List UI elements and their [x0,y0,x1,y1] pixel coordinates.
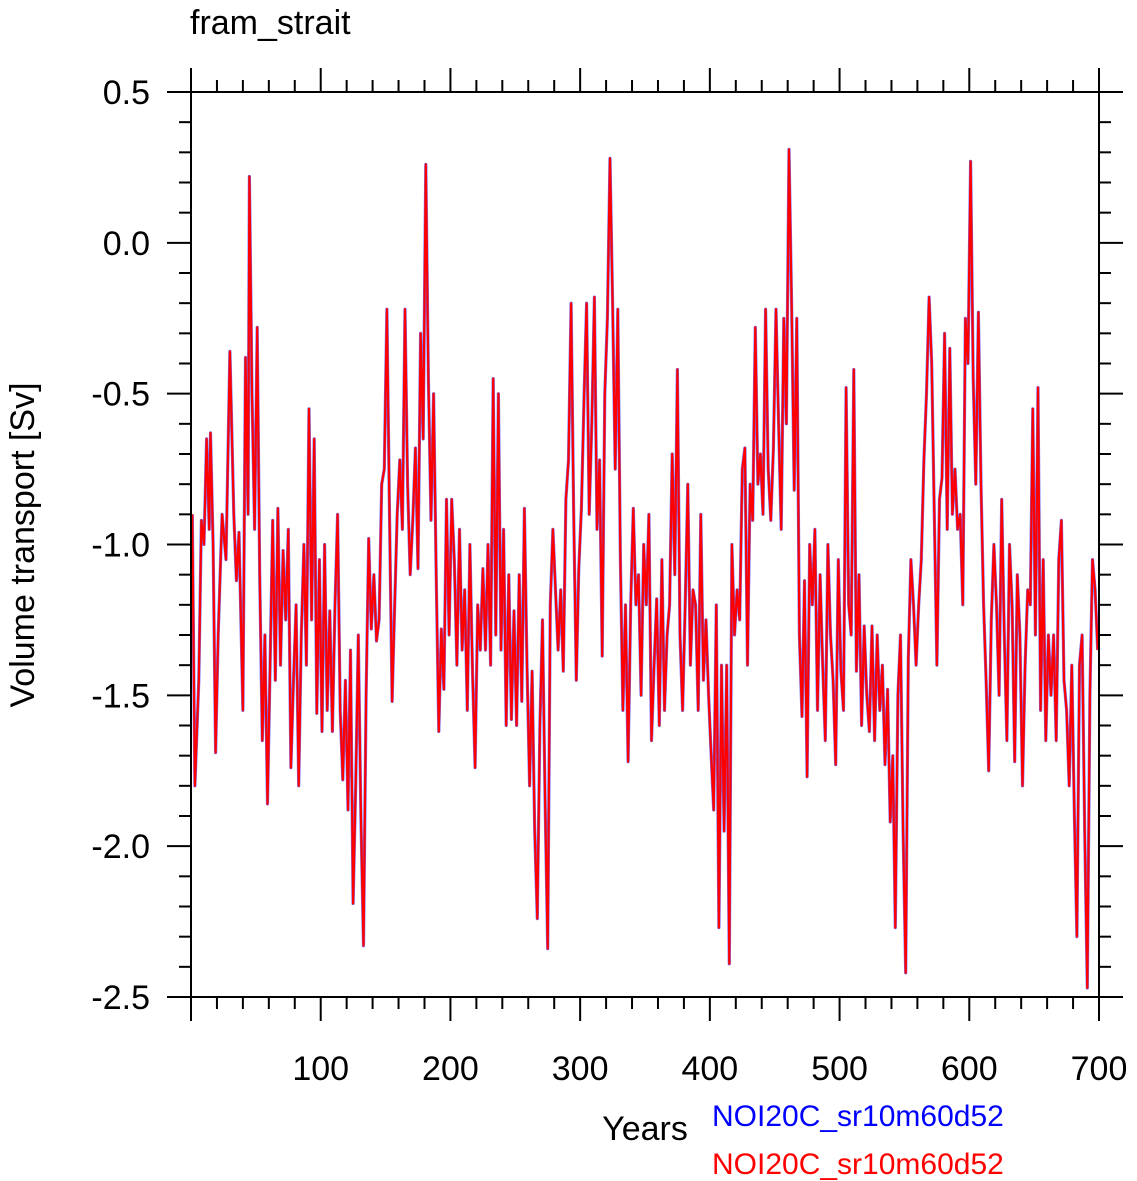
x-tick-label: 200 [422,1050,479,1088]
x-tick-label: 600 [941,1050,998,1088]
x-tick-label: 700 [1071,1050,1128,1088]
legend-entry-blue: NOI20C_sr10m60d52 [712,1100,1004,1133]
x-tick-label: 400 [681,1050,738,1088]
y-tick-label: -0.5 [91,376,150,414]
y-tick-label: 0.5 [103,74,150,112]
y-tick-label: -2.0 [91,828,150,866]
y-tick-label: 0.0 [103,225,150,263]
y-tick-label: -1.0 [91,527,150,565]
y-tick-label: -1.5 [91,677,150,715]
y-tick-label: -2.5 [91,979,150,1017]
series-lines [190,147,1100,990]
plot-frame [190,91,1100,998]
x-tick-label: 300 [552,1050,609,1088]
series-line-red [191,148,1099,990]
x-axis-title: Years [602,1110,688,1148]
tick-labels: 100 200 300 400 500 600 700 0.5 0.0 -0.5 -1.0 -1.5 -… [91,74,1127,1088]
x-tick-label: 500 [811,1050,868,1088]
chart-title: fram_strait [190,4,351,42]
axis-ticks [167,68,1123,1021]
y-axis-title: Volume transport [Sv] [4,382,42,707]
legend-entry-red: NOI20C_sr10m60d52 [712,1148,1004,1181]
x-tick-label: 100 [292,1050,349,1088]
